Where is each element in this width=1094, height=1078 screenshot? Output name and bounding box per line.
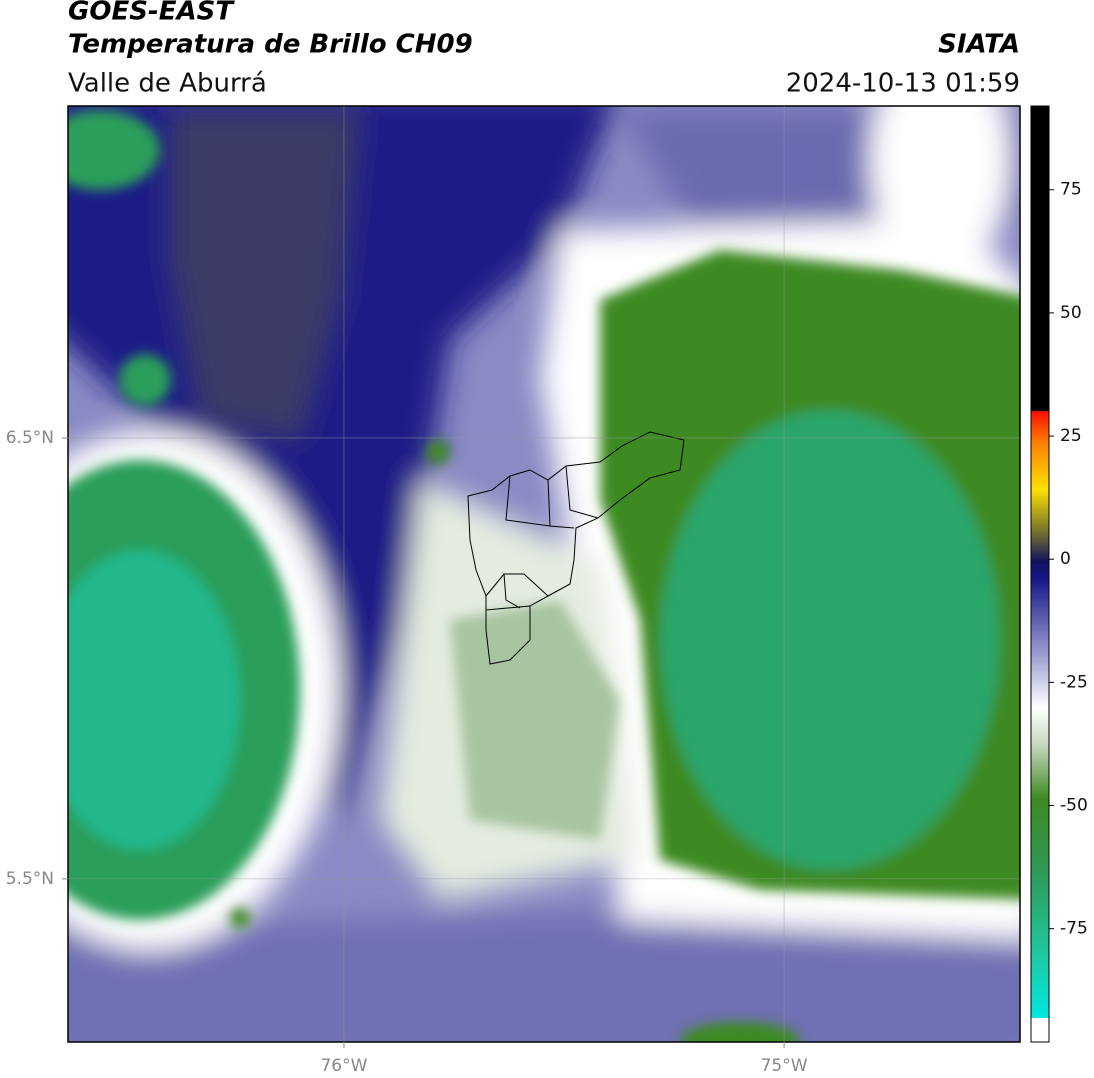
map-frame xyxy=(67,105,1021,1043)
x-tick-label: 75°W xyxy=(761,1056,808,1076)
region: Valle de Aburrá xyxy=(68,69,267,99)
colorbar-tick-label: 25 xyxy=(1060,426,1082,446)
colorbar-tick-label: -75 xyxy=(1060,919,1088,939)
municipal-boundaries xyxy=(467,431,685,665)
timestamp: 2024-10-13 01:59 xyxy=(786,69,1020,99)
y-tick-label: 5.5°N xyxy=(6,869,54,889)
colorbar-tick-label: -50 xyxy=(1060,796,1088,816)
subtitle: Temperatura de Brillo CH09 xyxy=(68,30,473,60)
colorbar-tick-label: 50 xyxy=(1060,303,1082,323)
source: SIATA xyxy=(938,30,1020,60)
colorbar-extend xyxy=(1031,1018,1049,1042)
colorbar xyxy=(1031,106,1049,1018)
colorbar-tick-label: 75 xyxy=(1060,180,1082,200)
title: GOES-EAST xyxy=(68,0,235,27)
colorbar-tick-label: -25 xyxy=(1060,672,1088,692)
colorbar-frame xyxy=(1030,105,1050,1043)
x-tick-label: 76°W xyxy=(320,1056,367,1076)
colorbar-tick-label: 0 xyxy=(1060,549,1071,569)
satellite-field xyxy=(68,106,1020,1042)
y-tick-label: 6.5°N xyxy=(6,428,54,448)
